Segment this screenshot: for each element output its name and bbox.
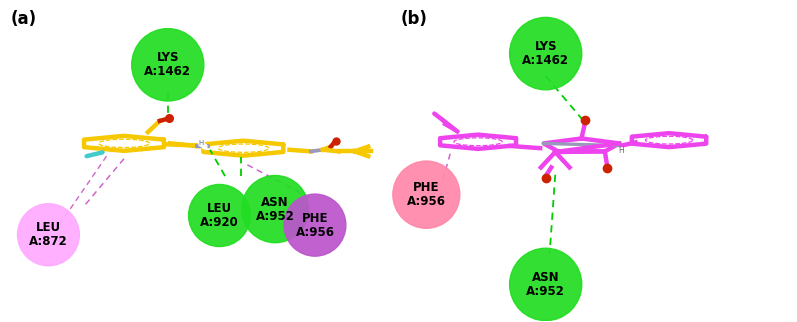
Ellipse shape [132,29,204,101]
Ellipse shape [18,204,80,266]
Text: H: H [618,146,624,155]
Ellipse shape [509,17,582,90]
Text: ASN
A:952: ASN A:952 [256,195,295,223]
Ellipse shape [393,161,460,228]
Text: PHE
A:956: PHE A:956 [296,212,335,239]
Text: LEU
A:872: LEU A:872 [29,221,68,248]
Text: LYS
A:1462: LYS A:1462 [522,40,569,67]
Text: PHE
A:956: PHE A:956 [406,181,446,208]
Ellipse shape [189,185,250,247]
Text: LEU
A:920: LEU A:920 [200,202,239,229]
Text: ASN
A:952: ASN A:952 [526,271,565,298]
Text: (b): (b) [401,10,428,28]
Text: LYS
A:1462: LYS A:1462 [144,51,191,78]
Ellipse shape [509,248,582,321]
Text: H: H [198,140,204,146]
Text: (a): (a) [11,10,37,28]
Ellipse shape [284,194,346,256]
Ellipse shape [241,175,308,243]
